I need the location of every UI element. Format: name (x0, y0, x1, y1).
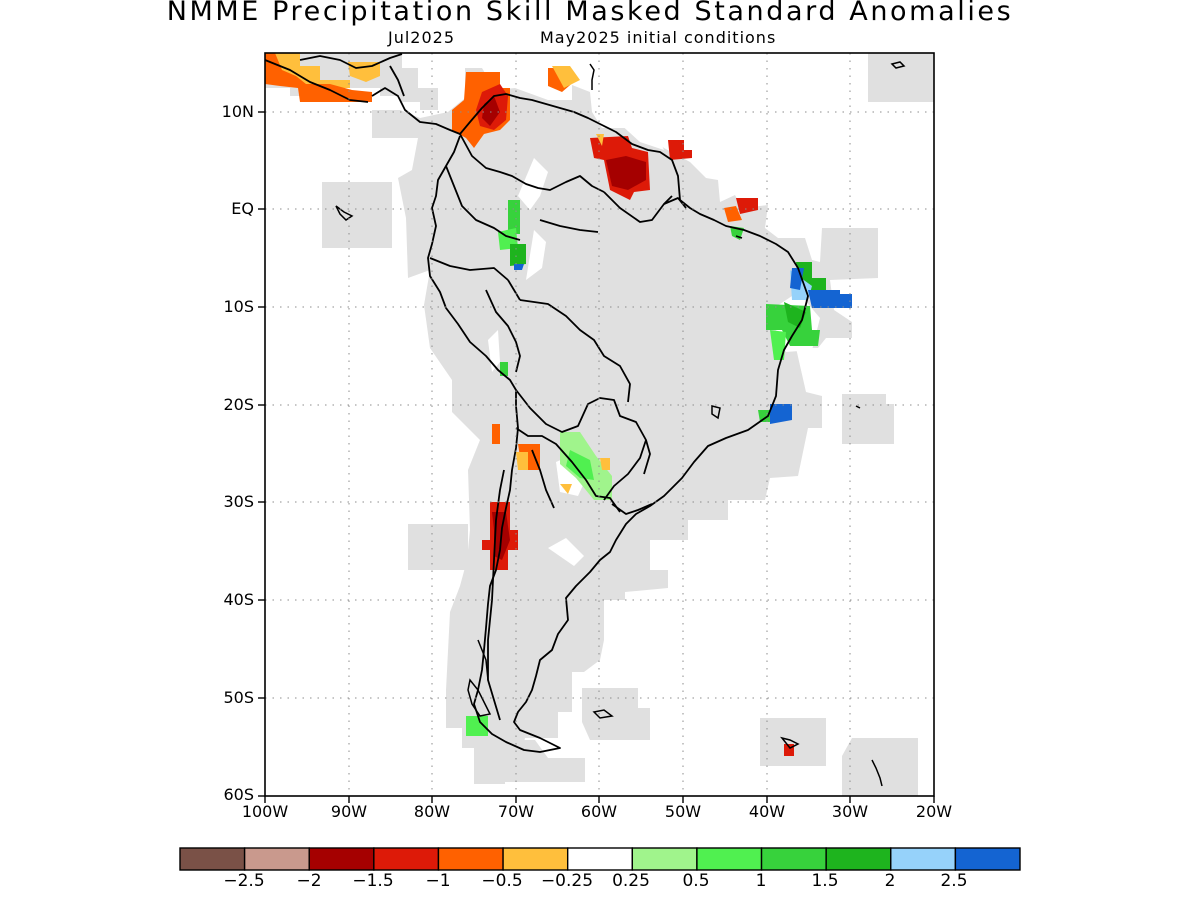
colorbar-swatch (696, 847, 763, 871)
mask-pacific-chile (408, 524, 468, 570)
axis-ticks (258, 111, 935, 803)
lat-label-10n: 10N (221, 102, 254, 121)
colorbar-swatch (437, 847, 504, 871)
mask-south-america-main (372, 68, 878, 784)
colorbar-label: −1.5 (352, 871, 394, 891)
lat-label-eq: EQ (231, 199, 254, 218)
colorbar-label: −2 (296, 871, 322, 891)
lat-label-40s: 40S (223, 590, 254, 609)
colorbar-swatch (243, 847, 310, 871)
lat-label-20s: 20S (223, 395, 254, 414)
lon-label-40w: 40W (748, 802, 786, 821)
lon-label-50w: 50W (664, 802, 702, 821)
map-title: NMME Precipitation Skill Masked Standard… (166, 0, 1014, 27)
forecast-month: Jul2025 (388, 28, 456, 47)
colorbar-swatch (502, 847, 569, 871)
colorbar-label: 2.5 (940, 871, 968, 891)
lon-label-80w: 80W (413, 802, 451, 821)
lat-label-10s: 10S (223, 297, 254, 316)
mask-south-atlantic-b (582, 688, 650, 740)
mask-south-atlantic-a (842, 394, 894, 444)
lat-label-60s: 60S (223, 785, 254, 804)
colorbar-swatch (308, 847, 375, 871)
colorbar-label: 2 (884, 871, 896, 891)
colorbar-label: −0.5 (481, 871, 523, 891)
colorbar-label: −0.25 (540, 871, 594, 891)
anomaly-cells (265, 53, 852, 756)
lon-label-20w: 20W (915, 802, 953, 821)
mask-south-atlantic-d (842, 738, 918, 796)
colorbar (179, 847, 1021, 871)
colorbar-label: 1.5 (811, 871, 839, 891)
colorbar-swatch (954, 847, 1021, 871)
lon-label-70w: 70W (497, 802, 535, 821)
lat-label-30s: 30S (223, 492, 254, 511)
mask-atlantic-east (868, 53, 934, 102)
colorbar-swatch (179, 847, 246, 871)
colorbar-label: −1 (425, 871, 451, 891)
initial-conditions: May2025 initial conditions (540, 28, 777, 47)
lon-label-60w: 60W (580, 802, 618, 821)
colorbar-label: 0.25 (612, 871, 650, 891)
colorbar-swatch (890, 847, 957, 871)
colorbar-swatch (760, 847, 827, 871)
lon-label-100w: 100W (241, 802, 289, 821)
no-skill-mask (265, 53, 934, 796)
colorbar-label: −2.5 (223, 871, 265, 891)
lat-label-50s: 50S (223, 688, 254, 707)
mask-equatorial-west (322, 182, 392, 248)
colorbar-swatch (631, 847, 698, 871)
lon-label-30w: 30W (831, 802, 869, 821)
colorbar-swatch (566, 847, 634, 871)
colorbar-label: 1 (755, 871, 767, 891)
colorbar-swatch (825, 847, 892, 871)
colorbar-label: 0.5 (682, 871, 710, 891)
colorbar-swatch (373, 847, 440, 871)
lon-label-90w: 90W (330, 802, 368, 821)
